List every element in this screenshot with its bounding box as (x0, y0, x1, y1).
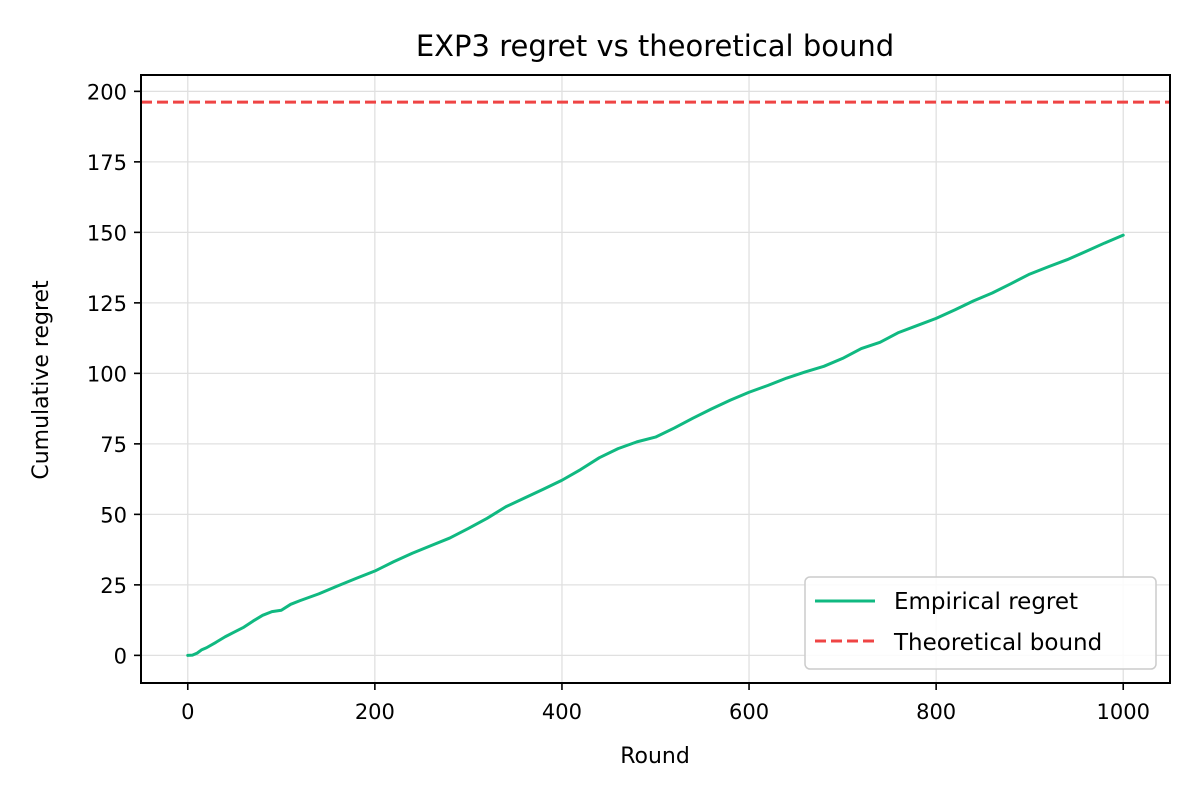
legend-frame (804, 576, 1157, 670)
y-tick-label: 125 (87, 292, 127, 316)
chart-title: EXP3 regret vs theoretical bound (416, 29, 894, 63)
plot-series (141, 100, 1170, 657)
x-tick-label: 800 (916, 700, 956, 724)
x-tick-label: 0 (181, 700, 194, 724)
plot-frame (140, 74, 1171, 684)
y-tick-label: 75 (100, 433, 127, 457)
y-tick-label: 200 (87, 80, 127, 104)
y-tick-label: 25 (100, 574, 127, 598)
x-tick-label: 400 (542, 700, 582, 724)
y-tick-label: 50 (100, 503, 127, 527)
legend: Empirical regret Theoretical bound (804, 576, 1157, 670)
y-tick-label: 0 (114, 644, 127, 668)
legend-label-theoretical-bound: Theoretical bound (893, 630, 1102, 656)
y-tick-label: 100 (87, 362, 127, 386)
series-line-empirical-regret (186, 233, 1125, 657)
legend-label-empirical-regret: Empirical regret (894, 589, 1078, 615)
x-tick-label: 200 (355, 700, 395, 724)
grid (141, 75, 1170, 683)
y-tick-label: 150 (87, 221, 127, 245)
axis-ticks: 0 200 400 600 800 1000 0 25 50 75 100 125 150 175 200 (87, 80, 1150, 724)
y-tick-label: 175 (87, 151, 127, 175)
x-axis-label: Round (620, 744, 690, 769)
x-tick-label: 600 (729, 700, 769, 724)
x-tick-label: 1000 (1097, 700, 1150, 724)
y-axis-label: Cumulative regret (29, 280, 54, 480)
